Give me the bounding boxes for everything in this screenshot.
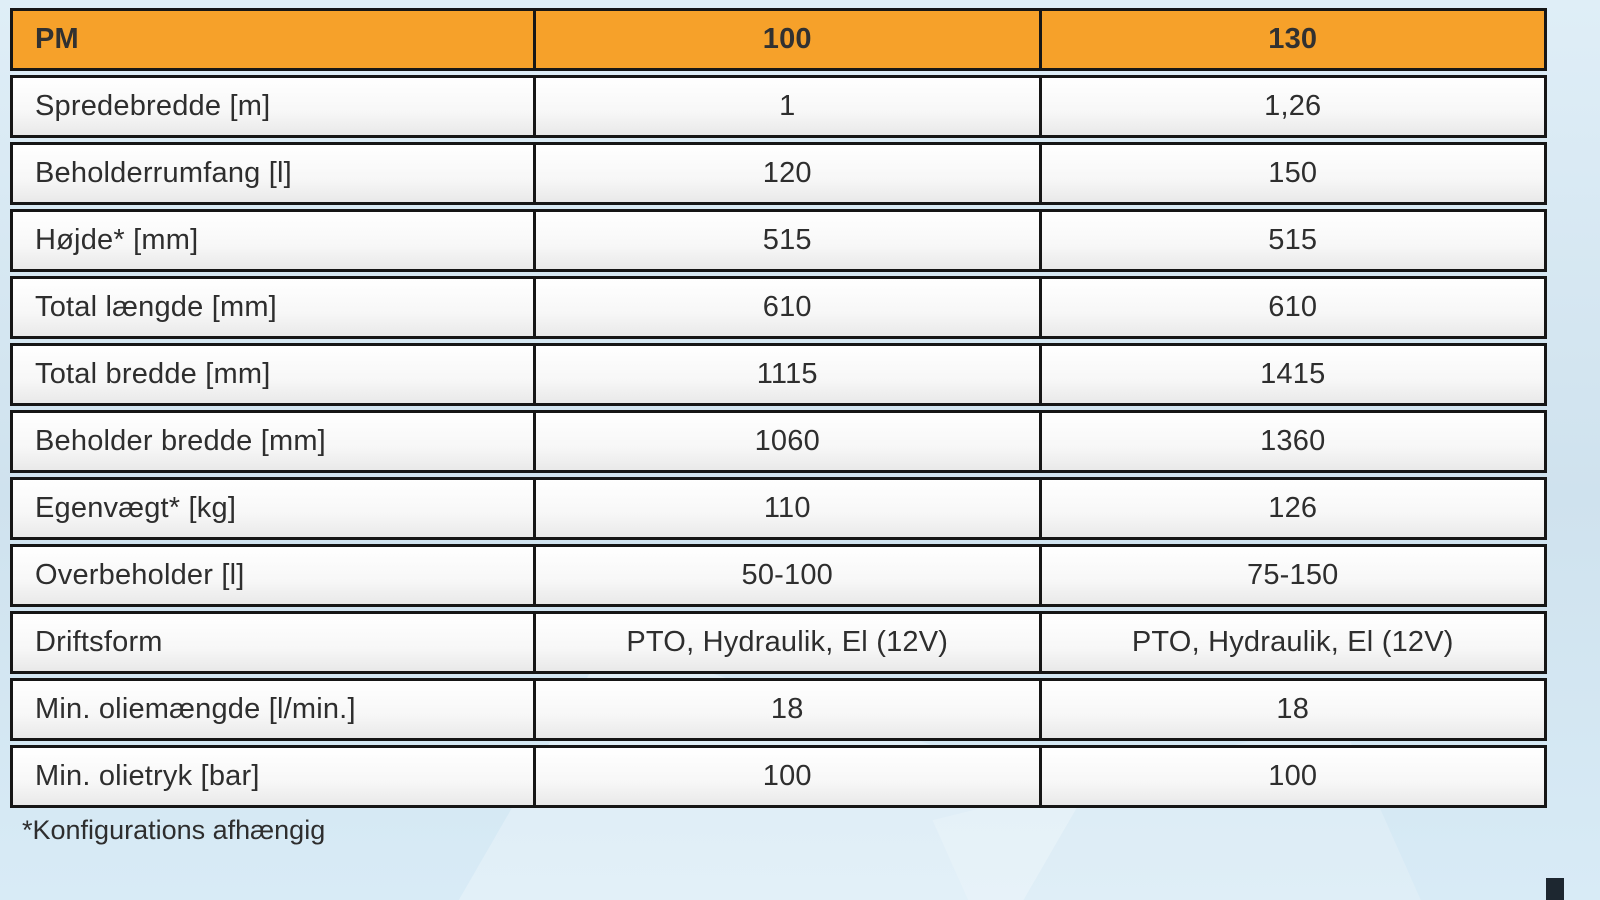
value-pm100: PTO, Hydraulik, El (12V) [533,614,1039,671]
value-pm130: 610 [1038,279,1545,336]
value-pm100: 1115 [533,346,1039,403]
row-label: Driftsform [35,626,163,658]
value-pm100: 100 [533,748,1039,805]
value-pm130: 75-150 [1038,547,1545,604]
header-cell-pm: PM [35,23,79,55]
value-pm130: PTO, Hydraulik, El (12V) [1038,614,1545,671]
table-row: Højde* [mm] 515 515 [10,209,1547,272]
table-row: Overbeholder [l] 50-100 75-150 [10,544,1547,607]
value-pm100: 50-100 [533,547,1039,604]
value-pm130: 1415 [1038,346,1545,403]
table-row: Beholder bredde [mm] 1060 1360 [10,410,1547,473]
row-label: Total længde [mm] [35,291,277,323]
table-header-row: PM 100 130 [10,8,1547,71]
value-pm100: 1 [533,78,1039,135]
value-pm130: 150 [1038,145,1545,202]
table-row: Total længde [mm] 610 610 [10,276,1547,339]
value-pm100: 1060 [533,413,1039,470]
value-pm100: 610 [533,279,1039,336]
row-label: Beholder bredde [mm] [35,425,326,457]
screen-corner-artifact [1546,878,1564,900]
value-pm100: 110 [533,480,1039,537]
row-label: Egenvægt* [kg] [35,492,237,524]
value-pm130: 100 [1038,748,1545,805]
spec-table: PM 100 130 Spredebredde [m] 1 1,26 Behol… [10,8,1547,808]
table-row: Beholderrumfang [l] 120 150 [10,142,1547,205]
value-pm100: 515 [533,212,1039,269]
value-pm130: 126 [1038,480,1545,537]
table-row: Driftsform PTO, Hydraulik, El (12V) PTO,… [10,611,1547,674]
row-label: Min. oliemængde [l/min.] [35,693,356,725]
value-pm130: 515 [1038,212,1545,269]
table-row: Total bredde [mm] 1115 1415 [10,343,1547,406]
table-row: Min. olietryk [bar] 100 100 [10,745,1547,808]
table-row: Min. oliemængde [l/min.] 18 18 [10,678,1547,741]
row-label: Beholderrumfang [l] [35,157,292,189]
value-pm130: 1360 [1038,413,1545,470]
row-label: Total bredde [mm] [35,358,271,390]
row-label: Højde* [mm] [35,224,199,256]
row-label: Overbeholder [l] [35,559,245,591]
value-pm130: 1,26 [1038,78,1545,135]
header-cell-130: 130 [1038,11,1545,68]
value-pm100: 18 [533,681,1039,738]
value-pm100: 120 [533,145,1039,202]
table-row: Spredebredde [m] 1 1,26 [10,75,1547,138]
table-row: Egenvægt* [kg] 110 126 [10,477,1547,540]
footnote: *Konfigurations afhængig [22,815,326,845]
row-label: Min. olietryk [bar] [35,760,260,792]
header-cell-100: 100 [533,11,1039,68]
value-pm130: 18 [1038,681,1545,738]
row-label: Spredebredde [m] [35,90,271,122]
